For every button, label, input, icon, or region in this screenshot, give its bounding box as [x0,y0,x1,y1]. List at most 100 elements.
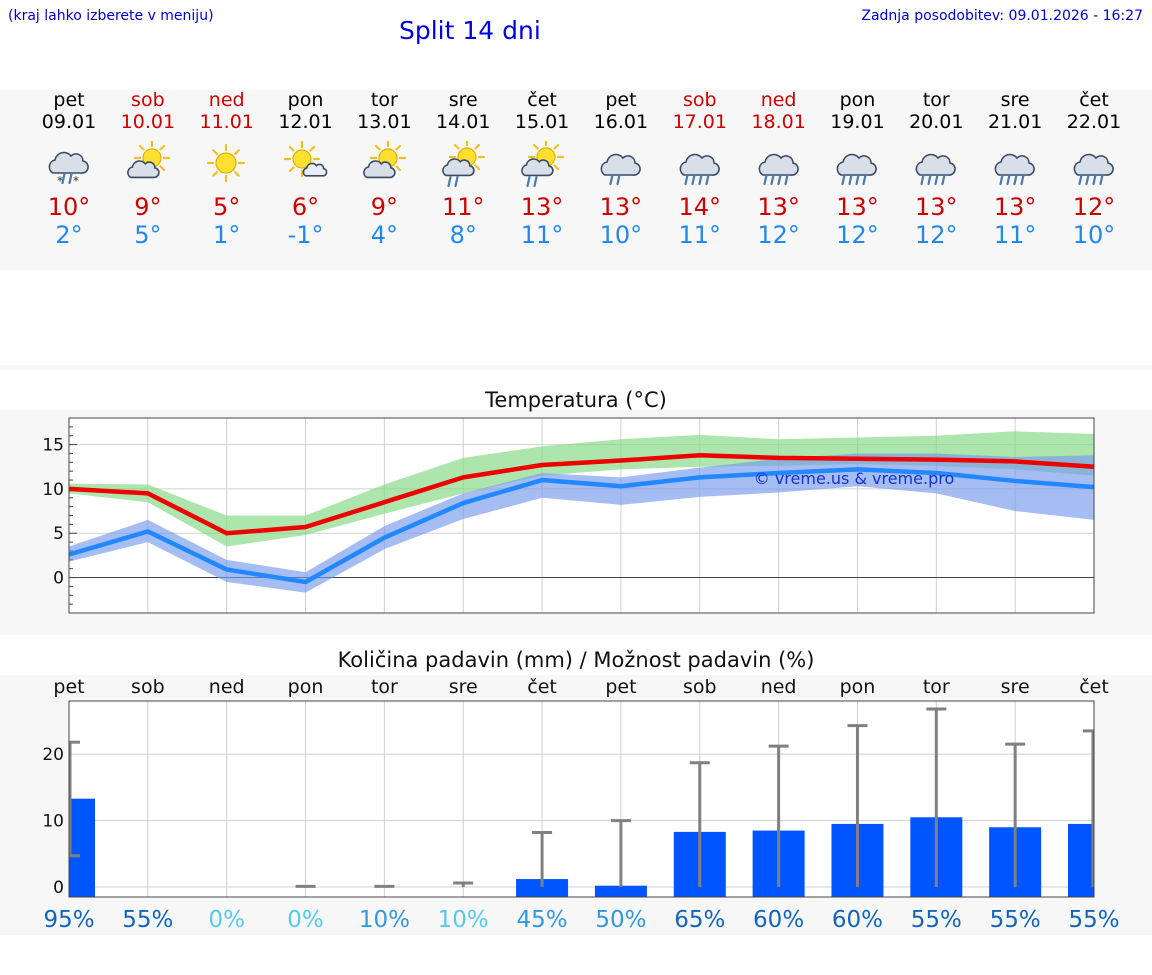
x-day-label: sre [1001,676,1030,698]
cloud-rain-icon [915,153,957,186]
day-date: 17.01 [672,111,727,133]
plot-frame [68,700,1095,898]
forecast-band [0,90,1152,270]
temperature-chart-title: Temperatura (°C) [485,388,667,412]
temp-min: 12° [757,221,800,249]
sun-icon [206,143,245,183]
cloud-rain-icon [758,153,799,186]
x-day-label: ned [209,676,245,698]
forecast-day: pon 19.01 13° 12° [817,89,897,249]
x-day-label: pet [605,676,636,698]
temp-min: 11° [993,221,1037,249]
day-name: pon [287,89,324,111]
temp-max: 13° [993,193,1037,221]
precip-probability: 55% [911,907,962,933]
day-date: 18.01 [751,111,806,133]
plot-frame [68,417,1095,614]
forecast-day: pon 12.01 6° -1° [266,89,346,249]
watermark: © vreme.us & vreme.pro [754,469,955,488]
forecast-day: sre 21.01 13° 11° [975,89,1055,249]
forecast-day: ned 18.01 13° 12° [739,89,819,249]
temp-max: 14° [678,193,722,221]
precip-probability: 50% [595,907,646,933]
sun-cloud-rain-icon [521,141,565,188]
day-date: 20.01 [909,111,964,133]
precipitation-chart-title: Količina padavin (mm) / Možnost padavin … [337,648,815,672]
day-name: pon [839,89,876,111]
y-tick-label: 10 [42,812,64,832]
page-title: Split 14 dni [399,16,541,45]
cloud-rain-icon [1073,153,1114,186]
temp-min: 5° [134,221,162,249]
sun-cloud-icon [363,141,407,179]
separator [0,365,1152,370]
sun-cloud-icon [126,141,170,179]
temp-max: 6° [291,193,320,221]
y-tick-label: 15 [42,436,64,456]
precip-probability: 0% [287,907,324,933]
temp-max: 13° [915,193,958,221]
temp-max: 13° [757,193,800,221]
forecast-day: tor 20.01 13° 12° [896,89,976,249]
day-name: tor [922,89,950,111]
forecast-day: sob 10.01 9° 5° [108,89,188,249]
day-date: 16.01 [593,111,649,133]
x-day-label: pet [53,676,84,698]
x-day-label: sob [131,676,165,698]
y-tick-label: 0 [53,569,64,589]
day-name: pet [605,89,637,111]
x-day-label: sob [683,676,717,698]
temp-min: 12° [915,221,958,249]
day-name: tor [370,89,398,111]
last-update: Zadnja posodobitev: 09.01.2026 - 16:27 [861,8,1143,24]
temp-min: -1° [287,221,324,249]
temp-min: 2° [55,221,83,249]
precip-probability: 55% [122,907,173,933]
day-date: 11.01 [199,111,254,133]
precip-probability: 55% [990,907,1041,933]
day-name: ned [760,89,797,111]
day-date: 09.01 [41,111,97,133]
location-hint[interactable]: (kraj lahko izberete v meniju) [8,8,214,24]
day-name: ned [208,89,245,111]
day-name: sob [131,89,165,111]
x-day-label: sre [449,676,478,698]
temp-min: 10° [599,221,643,249]
forecast-day: tor 13.01 9° 4° [344,89,424,249]
day-date: 19.01 [830,111,885,133]
svg-text:*: * [57,174,63,188]
series-max-line [68,452,1095,536]
precip-bar [594,885,647,897]
temp-min: 1° [213,221,241,249]
x-day-label: pon [840,676,876,698]
precip-probability: 10% [438,907,489,933]
sun-small-cloud-icon [283,141,327,178]
temp-max: 11° [441,193,485,221]
day-date: 14.01 [436,111,491,133]
day-name: sob [682,89,717,111]
x-day-label: tor [371,676,398,698]
cloud-rain-icon [994,153,1035,186]
y-tick-label: 5 [53,524,64,544]
y-tick-label: 0 [53,878,64,898]
precip-probability: 55% [1068,907,1119,933]
temp-min: 10° [1072,221,1116,249]
x-day-label: tor [923,676,950,698]
x-day-label: čet [527,676,557,698]
temp-max: 5° [213,193,241,221]
day-date: 15.01 [514,111,570,133]
temp-max: 13° [599,193,643,221]
day-name: pet [53,89,85,111]
rain-snow-icon: * * [48,151,89,188]
day-date: 10.01 [120,111,176,133]
precip-probability: 95% [43,907,94,933]
temp-max: 12° [1072,193,1116,221]
precip-probability: 10% [359,907,410,933]
forecast-day: ned 11.01 5° 1° [187,89,267,249]
cloud-rain-icon [837,153,878,186]
cloud-rain-icon [679,153,720,186]
forecast-day: čet 15.01 13° 11° [502,89,582,249]
svg-text:*: * [73,174,79,188]
cloud-rain-light-icon [600,153,641,186]
day-name: čet [527,89,557,111]
